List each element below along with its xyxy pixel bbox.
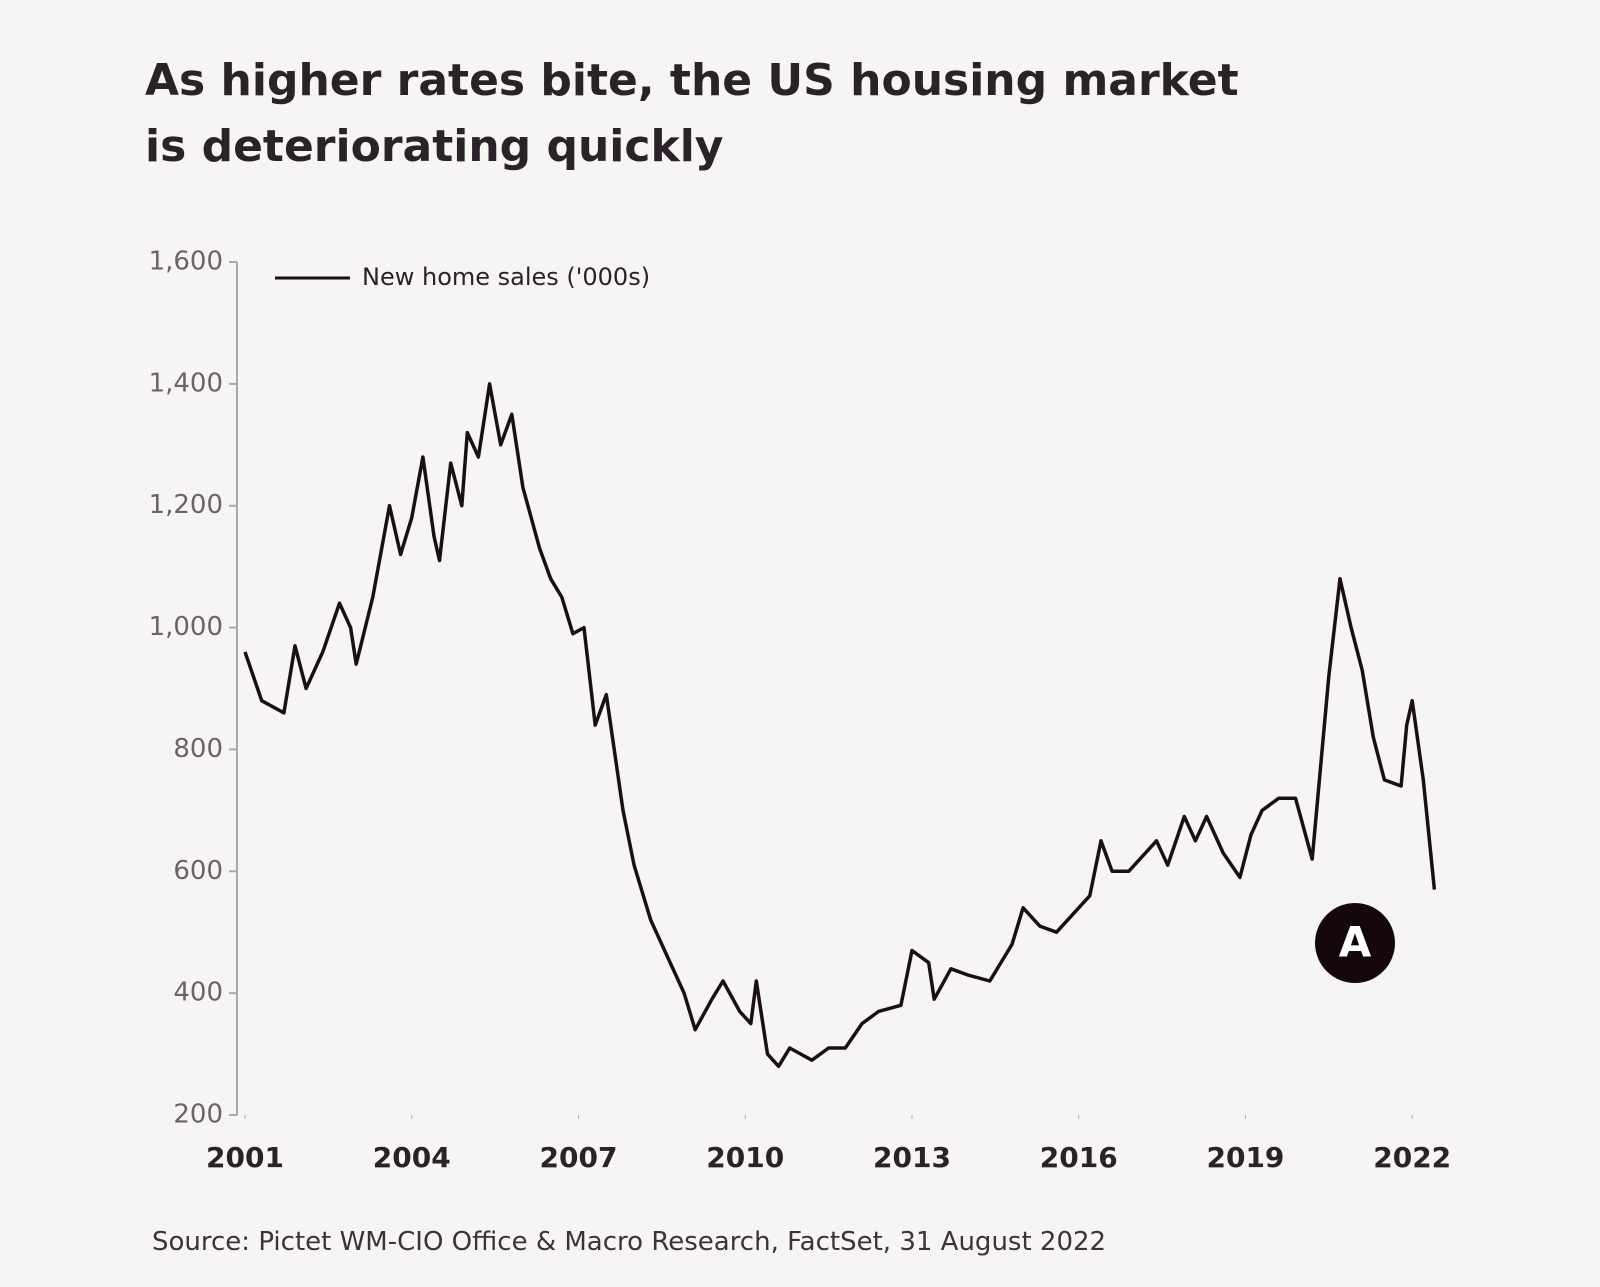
chart-title: As higher rates bite, the US housing mar… xyxy=(145,55,1239,172)
x-tick-label: 2019 xyxy=(1206,1141,1284,1174)
x-tick-label: 2001 xyxy=(206,1141,284,1174)
line xyxy=(243,382,1437,1069)
x-tick-label: 2016 xyxy=(1040,1141,1118,1174)
y-tick-label: 400 xyxy=(173,978,223,1008)
annotation-circle xyxy=(1315,903,1395,983)
x-tick-label: 2007 xyxy=(540,1141,618,1174)
x-tick-label: 2004 xyxy=(373,1141,451,1174)
y-tick-label: 1,000 xyxy=(149,612,223,642)
x-tick-label: 2010 xyxy=(706,1141,784,1174)
source: Source: Pictet WM-CIO Office & Macro Res… xyxy=(152,1227,1106,1257)
y-tick-label: 1,200 xyxy=(149,490,223,520)
y-tick-label: 600 xyxy=(173,856,223,886)
title-line: is deteriorating quickly xyxy=(145,121,723,172)
y-tick-label: 800 xyxy=(173,734,223,764)
y-tick-label: 1,400 xyxy=(149,368,223,398)
legend-label: New home sales ('000s) xyxy=(362,263,650,291)
x-tick-label: 2022 xyxy=(1373,1141,1451,1174)
title-line: As higher rates bite, the US housing mar… xyxy=(145,55,1239,106)
x-tick-label: 2013 xyxy=(873,1141,951,1174)
annotation-label: A xyxy=(1339,918,1372,967)
y-tick-label: 200 xyxy=(173,1100,223,1130)
y-tick-label: 1,600 xyxy=(149,247,223,277)
annotation: A xyxy=(1315,903,1395,983)
